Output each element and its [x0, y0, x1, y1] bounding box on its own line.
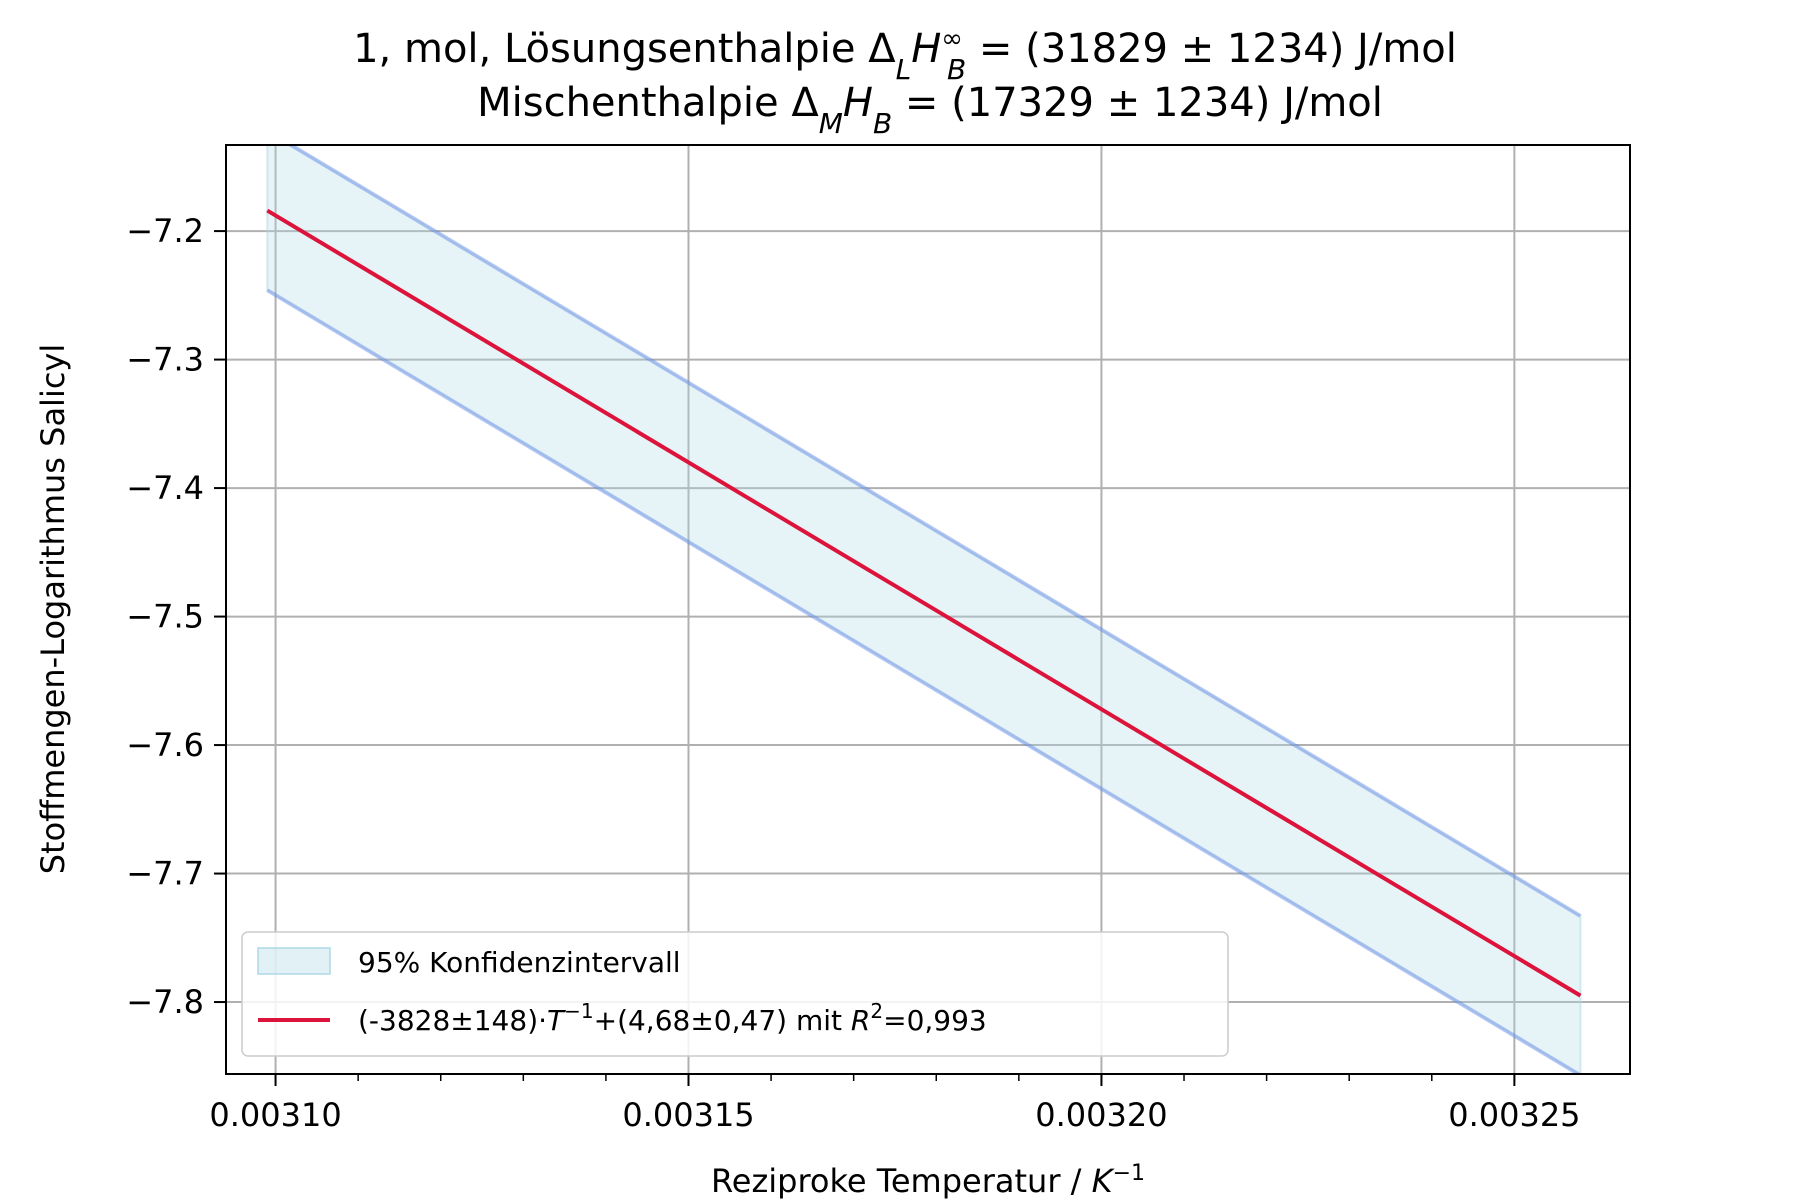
- y-axis: −7.8 −7.7 −7.6 −7.5 −7.4 −7.3 −7.2: [126, 212, 226, 1021]
- chart-title-line-1: 1, mol, Lösungsenthalpie ΔLH∞ B = (31829 …: [353, 24, 1457, 86]
- fit-line: [266, 208, 1582, 998]
- confidence-lower-bound: [266, 288, 1582, 1074]
- legend-box: [241, 931, 1229, 1057]
- y-tick-label: −7.7: [126, 855, 204, 893]
- x-tick-label: 0.00315: [622, 1096, 754, 1134]
- x-axis-label: Reziproke Temperatur / K−1: [711, 1161, 1145, 1200]
- x-tick-label: 0.00320: [1035, 1096, 1167, 1134]
- x-tick-label: 0.00310: [209, 1096, 341, 1134]
- y-tick-label: −7.2: [126, 212, 204, 250]
- confidence-upper-bound: [287, 145, 1582, 918]
- plot-area-series: [266, 145, 1582, 1074]
- y-tick-label: −7.3: [126, 341, 204, 379]
- y-tick-label: −7.5: [126, 598, 204, 636]
- plot-frame: [225, 144, 1631, 1075]
- y-axis-label: Stoffmengen-Logarithmus Salicyl: [34, 344, 72, 875]
- legend-label-line: (-3828±148)·T−1+(4,68±0,47) mit R2=0,993: [358, 999, 987, 1037]
- x-axis: 0.00310 0.00315 0.00320 0.00325: [209, 1074, 1581, 1134]
- y-tick-label: −7.6: [126, 726, 204, 764]
- y-tick-label: −7.4: [126, 469, 204, 507]
- y-tick-label: −7.8: [126, 983, 204, 1021]
- chart-title-line-2: Mischenthalpie ΔMHB = (17329 ± 1234) J/m…: [477, 80, 1383, 140]
- legend-label-band: 95% Konfidenzintervall: [358, 946, 681, 979]
- confidence-band: [266, 145, 1582, 1074]
- x-tick-label: 0.00325: [1448, 1096, 1580, 1134]
- legend: 95% Konfidenzintervall (-3828±148)·T−1+(…: [241, 931, 1229, 1057]
- legend-swatch-band: [257, 947, 331, 975]
